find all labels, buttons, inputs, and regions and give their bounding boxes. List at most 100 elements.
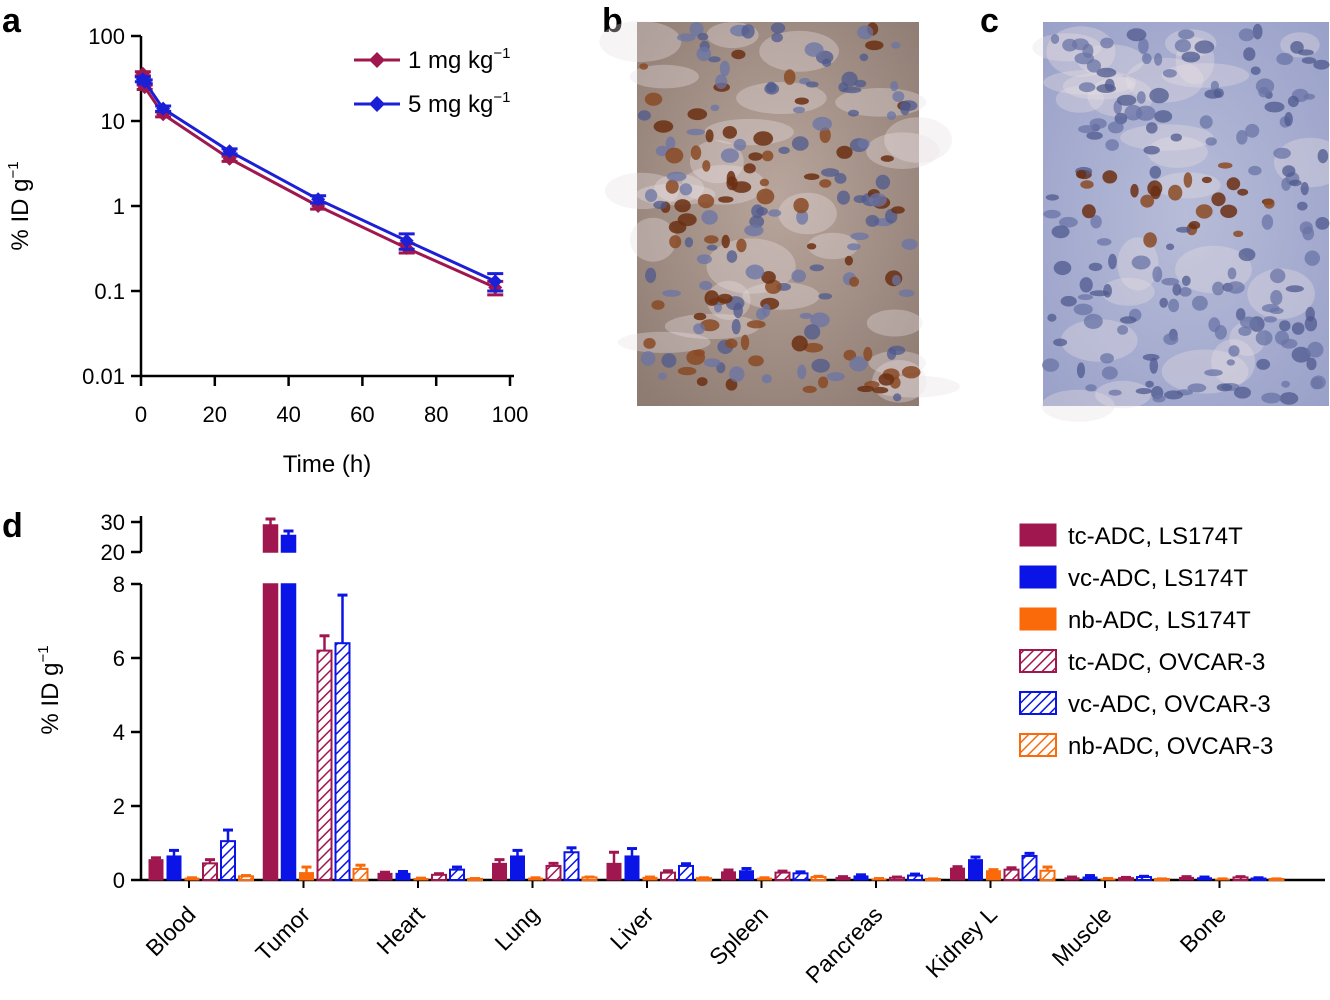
bar [510, 855, 525, 881]
nucleus [1050, 34, 1060, 44]
nucleus [771, 32, 783, 43]
bar-group-spleen [721, 867, 827, 882]
stained-cell [704, 290, 720, 306]
stained-cell [665, 147, 684, 164]
data-point [156, 101, 171, 116]
stained-cell [643, 338, 656, 349]
nucleus [865, 215, 880, 227]
stained-cell [687, 108, 708, 121]
nucleus [1108, 389, 1122, 396]
nucleus [1104, 78, 1115, 92]
category-label: Bone [1175, 901, 1231, 957]
stroma [778, 192, 837, 235]
nucleus [857, 25, 874, 40]
nucleus [1301, 57, 1317, 64]
nucleus [1117, 325, 1129, 335]
nucleus [1216, 383, 1233, 392]
nucleus [826, 372, 845, 382]
nucleus [658, 372, 667, 380]
nucleus [1279, 392, 1299, 405]
y-axis-title-main: % ID g [7, 179, 34, 251]
nucleus [1263, 316, 1277, 323]
bar [907, 874, 923, 881]
legend-marker [369, 96, 385, 112]
nucleus [850, 232, 869, 241]
nucleus [1145, 380, 1154, 388]
nucleus [1154, 110, 1173, 123]
stained-cell [891, 206, 905, 214]
nucleus [1051, 225, 1070, 239]
nucleus [1135, 105, 1156, 121]
stained-cell [1143, 232, 1157, 248]
stained-cell [721, 234, 730, 249]
stained-cell [665, 179, 679, 194]
stained-cell [1075, 169, 1087, 179]
x-tick-label: 0 [135, 402, 147, 427]
stained-cell [1226, 177, 1241, 191]
legend-marker [369, 52, 385, 68]
legend-label-5mg-main: 5 mg kg [408, 91, 493, 118]
bar [334, 642, 351, 882]
stained-cell [717, 293, 733, 304]
nucleus [1146, 122, 1158, 134]
stained-cell [857, 385, 875, 393]
bar [545, 864, 562, 882]
nucleus [1135, 388, 1152, 395]
nucleus [1227, 267, 1237, 280]
stained-cell [1195, 204, 1213, 219]
pk-chart-series [134, 66, 504, 297]
nucleus [1228, 345, 1240, 357]
y-tick-label: 100 [88, 24, 125, 49]
biodist-chart-bars [148, 517, 1285, 882]
nucleus [741, 24, 755, 39]
nucleus [684, 237, 694, 248]
nucleus [1234, 386, 1251, 399]
nucleus [1261, 304, 1280, 313]
stained-cell [726, 170, 736, 186]
stained-cell [653, 120, 674, 133]
nucleus [1059, 216, 1078, 228]
stained-cell [748, 355, 764, 367]
bar [166, 855, 182, 881]
bar-group-pancreas [835, 872, 941, 882]
nucleus [848, 109, 859, 117]
bar [262, 583, 279, 881]
y-axis-title-sup: −1 [5, 161, 22, 178]
stained-cell [1147, 180, 1163, 197]
stroma [866, 132, 940, 169]
nucleus [1194, 40, 1215, 54]
stained-cell [1082, 204, 1096, 219]
nucleus [693, 323, 705, 335]
nucleus [1131, 255, 1151, 270]
bar-upper [280, 534, 297, 553]
stained-cell [731, 49, 746, 60]
nucleus [661, 353, 677, 368]
nucleus [1245, 123, 1260, 138]
nucleus [1276, 52, 1294, 65]
bar [1082, 876, 1098, 881]
y-axis-title-sup: −1 [35, 645, 52, 662]
nucleus [1053, 260, 1072, 276]
nucleus [731, 319, 741, 335]
nucleus [809, 264, 824, 272]
stroma [617, 331, 711, 353]
legend-swatch [1019, 691, 1057, 715]
bar-upper [262, 524, 279, 553]
bar [792, 872, 809, 882]
bar-group-blood [148, 828, 254, 882]
panel-label-b: b [602, 2, 623, 40]
nucleus [854, 79, 867, 88]
nucleus [853, 195, 867, 204]
nucleus [676, 33, 696, 42]
bar-group-muscle [1064, 874, 1170, 882]
stained-cell [693, 312, 707, 321]
nucleus [886, 111, 897, 120]
nucleus [686, 128, 706, 136]
stained-cell [702, 160, 711, 172]
nucleus [1279, 320, 1291, 332]
bar-group-kidney-l [950, 851, 1056, 882]
stained-cell [836, 145, 853, 159]
bar-group-tumor [262, 517, 369, 882]
nucleus [701, 210, 718, 225]
